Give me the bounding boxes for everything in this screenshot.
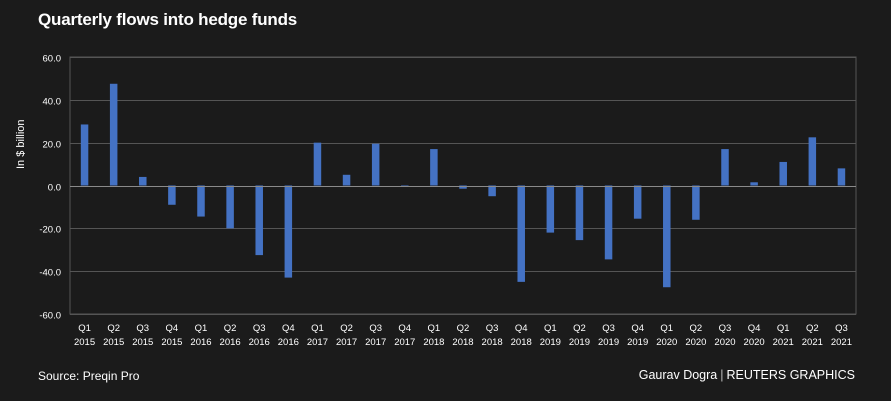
x-tick-label-quarter: Q1 xyxy=(311,323,324,334)
y-tick-label: 60.0 xyxy=(43,54,62,65)
x-tick-label-quarter: Q3 xyxy=(253,323,266,334)
x-tick-label-quarter: Q4 xyxy=(748,323,761,334)
x-tick-label-year: 2016 xyxy=(249,337,270,348)
y-tick-label: 0.0 xyxy=(48,183,61,194)
y-tick-label: 40.0 xyxy=(43,97,62,108)
x-tick-label-year: 2018 xyxy=(452,337,473,348)
x-tick-label-year: 2021 xyxy=(773,337,794,348)
x-tick-label-year: 2017 xyxy=(365,337,386,348)
bar xyxy=(721,149,729,186)
chart-title: Quarterly flows into hedge funds xyxy=(38,10,298,29)
x-tick-label-year: 2019 xyxy=(627,337,648,348)
bar xyxy=(633,185,642,219)
x-tick-label-year: 2019 xyxy=(540,337,561,348)
bar xyxy=(313,142,322,186)
x-tick-label-quarter: Q4 xyxy=(398,323,411,334)
x-tick-label-year: 2018 xyxy=(511,337,532,348)
x-tick-label-quarter: Q4 xyxy=(515,323,528,334)
x-tick-label-year: 2016 xyxy=(220,337,241,348)
bar xyxy=(779,161,787,186)
x-tick-label-quarter: Q3 xyxy=(136,323,149,334)
bar xyxy=(255,185,263,256)
x-tick-label-quarter: Q3 xyxy=(835,323,848,334)
x-tick-label-year: 2019 xyxy=(598,337,619,348)
bar xyxy=(604,185,613,260)
bar xyxy=(430,149,438,186)
bar xyxy=(139,176,147,186)
bar xyxy=(663,185,671,288)
x-tick-label-quarter: Q4 xyxy=(166,323,179,334)
x-tick-label-year: 2016 xyxy=(278,337,299,348)
x-tick-label-quarter: Q2 xyxy=(340,323,353,334)
x-tick-label-year: 2017 xyxy=(307,337,328,348)
x-tick-label-quarter: Q2 xyxy=(573,323,586,334)
x-tick-label-quarter: Q3 xyxy=(602,323,615,334)
x-tick-label-year: 2020 xyxy=(744,337,765,348)
x-tick-label-quarter: Q1 xyxy=(78,323,91,334)
bar xyxy=(342,174,351,186)
x-tick-label-year: 2017 xyxy=(394,337,415,348)
y-tick-label: 20.0 xyxy=(43,140,62,151)
x-tick-label-quarter: Q3 xyxy=(486,323,499,334)
x-tick-label-quarter: Q2 xyxy=(457,323,470,334)
x-tick-label-year: 2017 xyxy=(336,337,357,348)
x-tick-label-quarter: Q2 xyxy=(690,323,703,334)
bar xyxy=(488,185,496,197)
x-tick-label-year: 2015 xyxy=(103,337,124,348)
bar xyxy=(808,137,817,186)
author-name: Gaurav Dogra xyxy=(638,368,718,382)
bar xyxy=(109,83,118,186)
bar xyxy=(80,124,89,186)
x-tick-label-year: 2016 xyxy=(190,337,211,348)
bar xyxy=(226,185,234,229)
credit: Gaurav Dogra | REUTERS GRAPHICS xyxy=(639,368,855,382)
bar xyxy=(575,185,584,241)
x-tick-label-year: 2019 xyxy=(569,337,590,348)
source-note: Source: Preqin Pro xyxy=(38,369,140,383)
x-tick-label-year: 2015 xyxy=(161,337,182,348)
x-tick-label-year: 2015 xyxy=(132,337,153,348)
bar xyxy=(750,182,758,186)
bar xyxy=(546,185,555,233)
bar xyxy=(837,168,846,186)
x-tick-label-year: 2020 xyxy=(714,337,735,348)
x-tick-label-year: 2021 xyxy=(831,337,852,348)
x-tick-label-year: 2018 xyxy=(482,337,503,348)
x-tick-label-quarter: Q4 xyxy=(631,323,644,334)
bar xyxy=(284,185,293,278)
bar xyxy=(168,185,176,205)
x-tick-label-year: 2020 xyxy=(685,337,706,348)
brand-name: REUTERS GRAPHICS xyxy=(726,368,856,382)
x-tick-label-quarter: Q2 xyxy=(107,323,120,334)
x-tick-label-quarter: Q1 xyxy=(428,323,441,334)
x-tick-label-year: 2021 xyxy=(802,337,823,348)
x-tick-label-year: 2018 xyxy=(423,337,444,348)
x-tick-label-quarter: Q1 xyxy=(660,323,673,334)
x-tick-label-quarter: Q4 xyxy=(282,323,295,334)
y-tick-label: -20.0 xyxy=(39,225,61,236)
bar xyxy=(459,185,467,189)
x-tick-label-quarter: Q1 xyxy=(777,323,790,334)
x-tick-label-quarter: Q2 xyxy=(806,323,819,334)
bar xyxy=(371,143,380,186)
x-tick-label-quarter: Q1 xyxy=(195,323,208,334)
y-tick-label: -60.0 xyxy=(39,311,61,322)
x-tick-label-year: 2020 xyxy=(656,337,677,348)
x-tick-label-quarter: Q3 xyxy=(719,323,732,334)
x-tick-label-quarter: Q2 xyxy=(224,323,237,334)
credit-separator: | xyxy=(720,368,724,382)
bar xyxy=(692,185,700,220)
bar xyxy=(197,185,205,217)
x-tick-label-year: 2015 xyxy=(74,337,95,348)
y-tick-label: -40.0 xyxy=(39,268,61,279)
bar xyxy=(517,185,525,282)
x-tick-label-quarter: Q3 xyxy=(369,323,382,334)
x-tick-label-quarter: Q1 xyxy=(544,323,557,334)
